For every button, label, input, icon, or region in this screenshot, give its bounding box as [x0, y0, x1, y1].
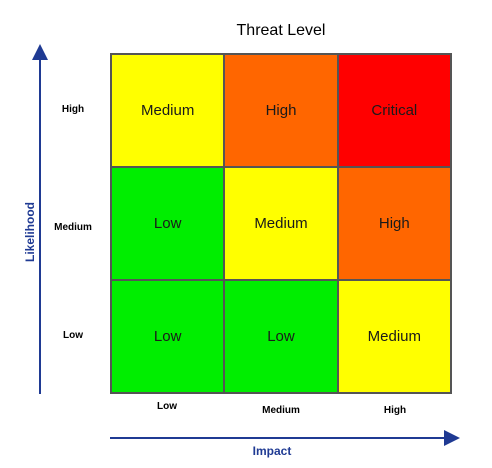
- matrix-cell-low-medium: Low: [224, 280, 338, 393]
- likelihood-label-low: Low: [63, 330, 83, 341]
- matrix-cell-high-medium: High: [224, 54, 338, 167]
- matrix-cell-low-high: Medium: [337, 280, 451, 393]
- impact-label-high: High: [383, 405, 407, 416]
- matrix-cell-medium-high: High: [337, 167, 451, 280]
- risk-matrix: Medium High Critical Low Medium High Low…: [110, 53, 452, 394]
- likelihood-label-medium: Medium: [54, 222, 92, 233]
- impact-label-medium: Medium: [262, 405, 300, 416]
- likelihood-label-high: High: [61, 104, 85, 115]
- matrix-cell-medium-low: Low: [111, 167, 225, 280]
- matrix-cell-high-low: Medium: [111, 54, 225, 167]
- impact-label-low: Low: [157, 401, 177, 412]
- matrix-cell-low-low: Low: [111, 280, 225, 393]
- likelihood-axis-title: Likelihood: [23, 202, 37, 262]
- matrix-cell-medium-medium: Medium: [224, 167, 338, 280]
- impact-axis-title: Impact: [252, 444, 292, 458]
- chart-title: Threat Level: [236, 22, 326, 39]
- matrix-cell-high-high: Critical: [337, 54, 451, 167]
